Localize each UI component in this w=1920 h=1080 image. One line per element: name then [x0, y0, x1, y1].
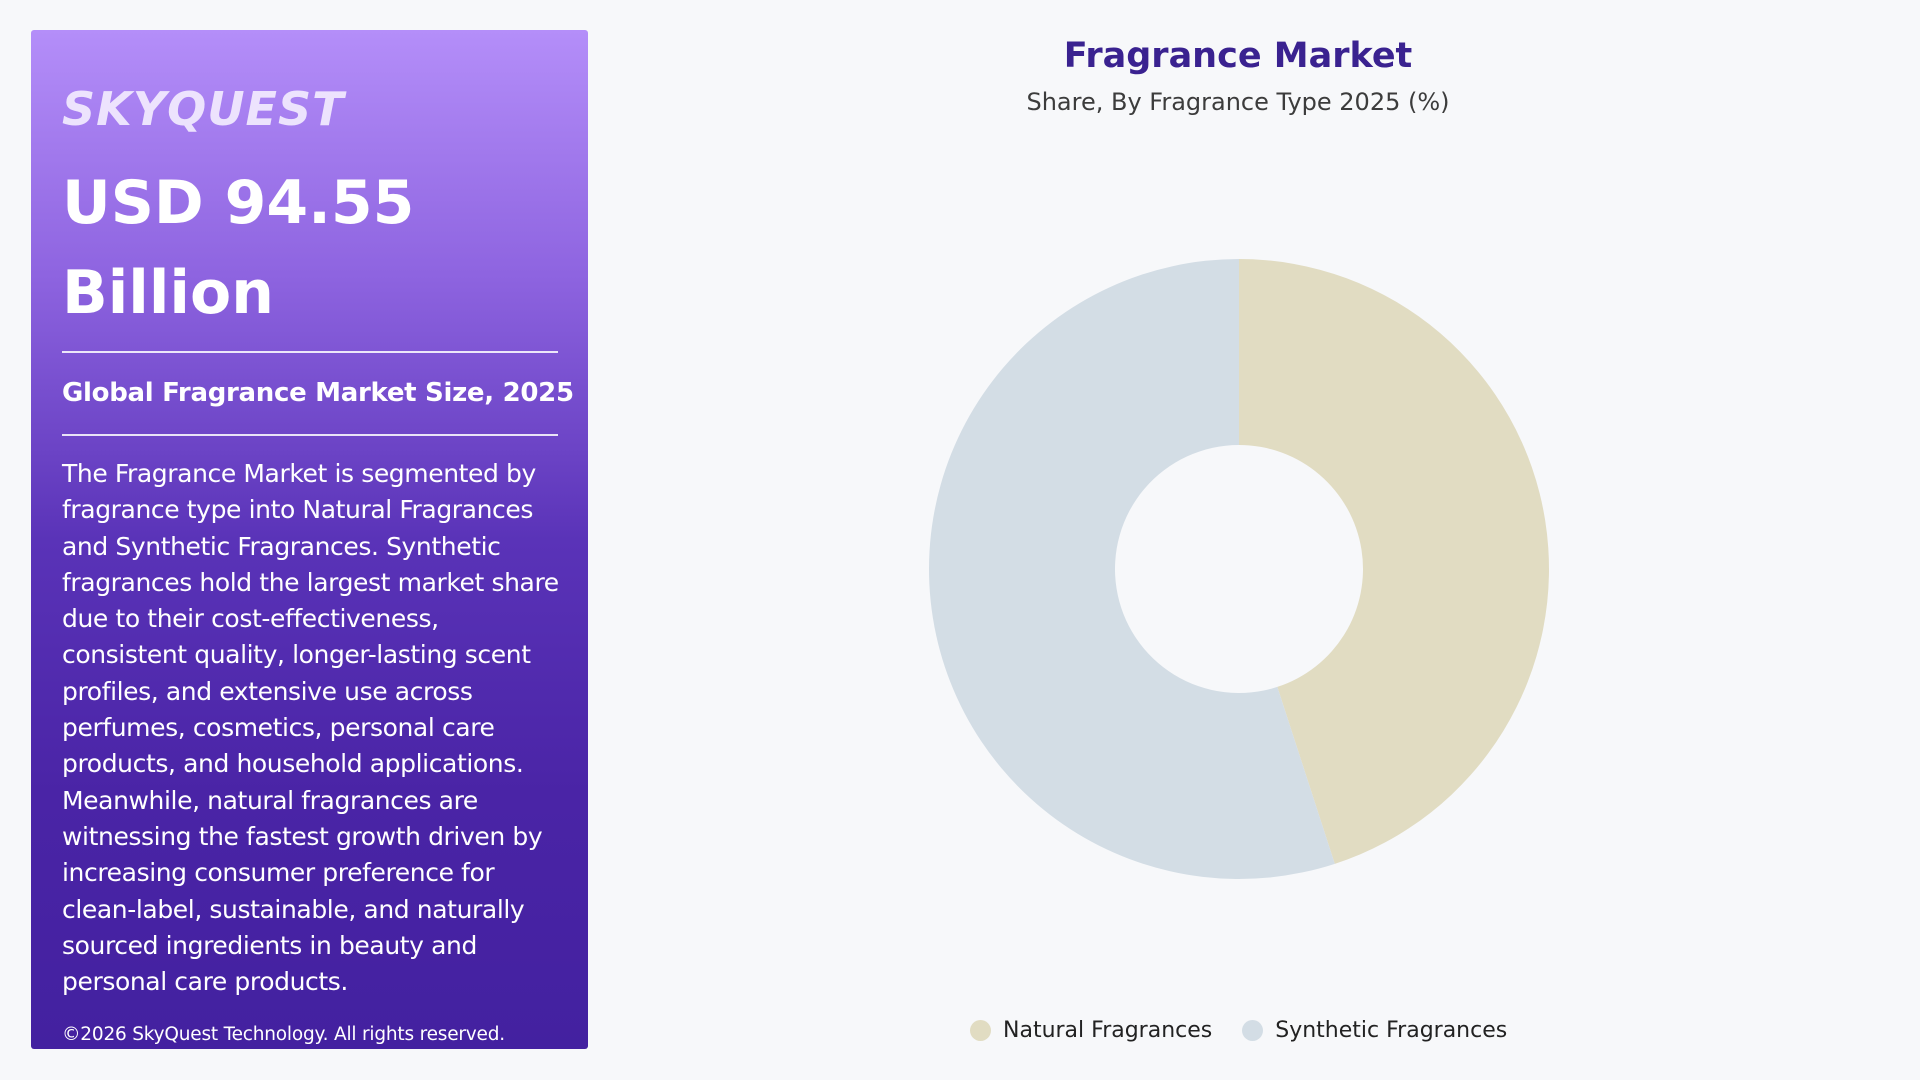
- legend-swatch: [970, 1020, 991, 1041]
- info-panel: SKYQUEST USD 94.55 Billion Global Fragra…: [31, 30, 588, 1049]
- copyright-notice: ©2026 SkyQuest Technology. All rights re…: [62, 1024, 505, 1045]
- chart-title: Fragrance Market: [1063, 36, 1413, 76]
- legend-swatch: [1242, 1020, 1264, 1041]
- divider: [62, 434, 558, 436]
- segment-description: The Fragrance Market is segmented by fra…: [62, 459, 559, 997]
- legend-label: Natural Fragrances: [1003, 1018, 1213, 1043]
- donut-slice-natural-fragrances[interactable]: [1239, 259, 1549, 864]
- chart-subtitle: Share, By Fragrance Type 2025 (%): [1026, 88, 1450, 116]
- market-size-headline: USD 94.55 Billion: [62, 168, 415, 328]
- legend-item-synthetic-fragrances[interactable]: Synthetic Fragrances: [1242, 1018, 1507, 1043]
- donut-chart: [928, 259, 1549, 879]
- donut-slice-synthetic-fragrances[interactable]: [928, 259, 1335, 879]
- legend-label: Synthetic Fragrances: [1275, 1018, 1508, 1043]
- brand-logo: SKYQUEST: [62, 82, 345, 136]
- legend-item-natural-fragrances[interactable]: Natural Fragrances: [970, 1018, 1212, 1043]
- chart-legend: Natural Fragrances Synthetic Fragrances: [970, 1018, 1537, 1043]
- market-size-subheading: Global Fragrance Market Size, 2025: [62, 378, 574, 408]
- divider: [62, 351, 558, 353]
